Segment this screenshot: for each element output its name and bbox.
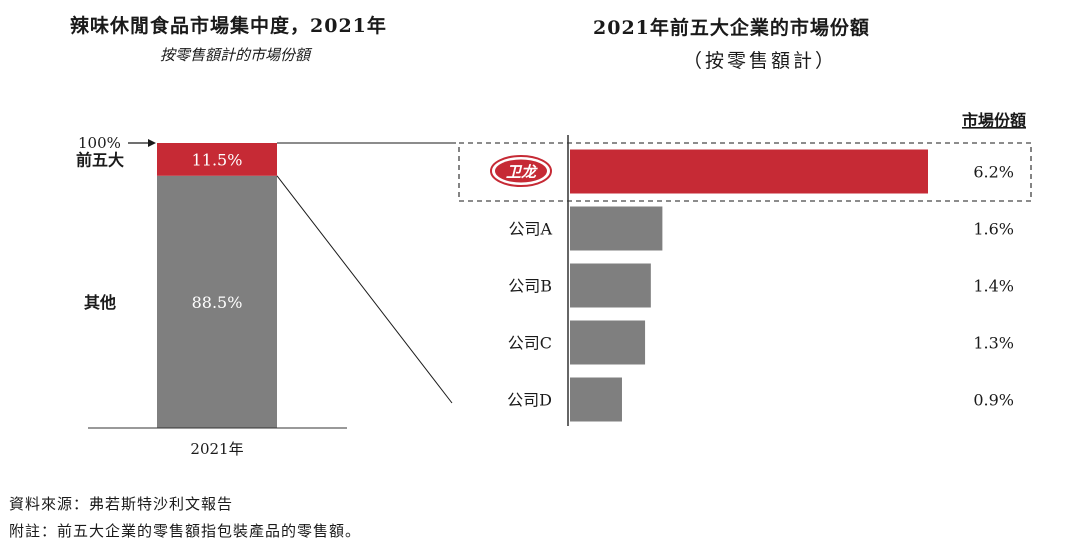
stack-segment-top5 [157,143,277,176]
stack-value-label: 11.5% [192,150,243,169]
stack-series-label: 前五大 [76,150,124,169]
bar-category-label: 公司C [508,334,552,353]
stack-series-label: 其他 [84,293,116,312]
left-chart-title: 辣味休閒食品市場集中度，2021年 [70,15,387,37]
right-chart-title: 2021年前五大企業的市場份額 [593,17,870,39]
bar-value-label: 1.6% [973,220,1014,239]
source-note: 資料來源：弗若斯特沙利文報告 [9,495,234,513]
bar-company [570,263,651,308]
logo-fill [495,159,547,183]
right-chart-subtitle: （按零售額計） [683,50,838,72]
footnote: 附註：前五大企業的零售額指包裝產品的零售額。 [9,522,362,540]
top-percent-label: 100% [78,134,121,152]
logo-text: 卫龙 [506,163,538,181]
bar-value-label: 1.3% [973,334,1014,353]
bar-company [570,206,663,251]
bar-company [570,377,622,422]
bar-weilong [570,149,928,194]
bar-category-label: 公司B [508,277,552,296]
bar-company [570,320,646,365]
bar-category-label: 公司A [508,220,552,239]
bar-category-label: 公司D [507,391,552,410]
stack-value-label: 88.5% [192,293,243,312]
left-category-label: 2021年 [190,440,243,458]
top-arrow-head [148,139,156,147]
left-chart-subtitle: 按零售額計的市場份額 [160,46,311,64]
bar-value-label: 6.2% [973,163,1014,182]
stack-segment-others [157,175,277,428]
bar-value-label: 0.9% [973,391,1014,410]
bar-value-label: 1.4% [973,277,1014,296]
connector-bottom [276,175,453,404]
value-column-header: 市場份額 [962,111,1026,130]
